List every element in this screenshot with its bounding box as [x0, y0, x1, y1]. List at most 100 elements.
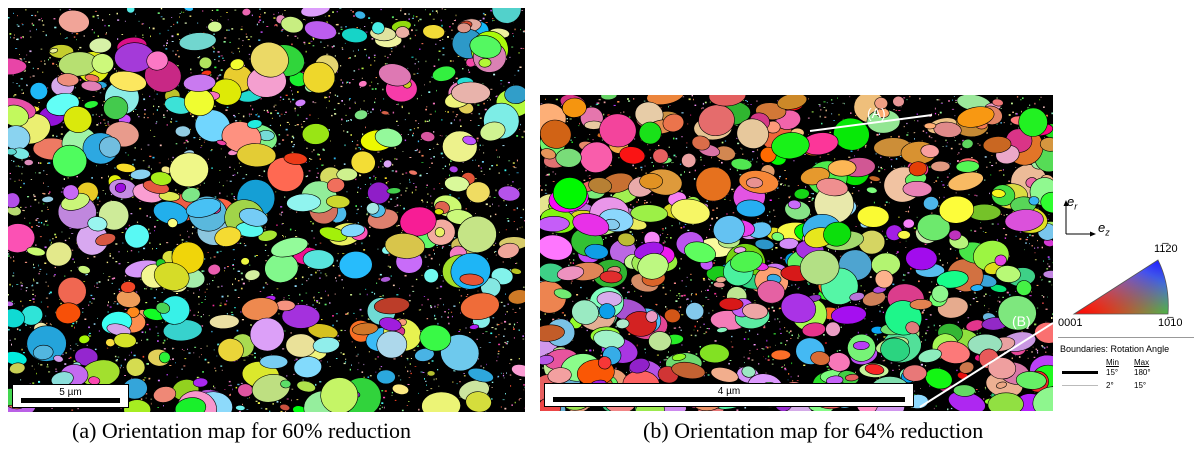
speckle: [596, 104, 597, 105]
speckle: [131, 213, 133, 214]
speckle: [486, 203, 488, 205]
speckle: [325, 16, 326, 17]
speckle: [27, 196, 29, 197]
speckle: [48, 162, 50, 164]
speckle: [451, 30, 453, 31]
speckle: [351, 365, 352, 366]
speckle: [79, 97, 81, 98]
speckle: [36, 225, 38, 226]
speckle: [711, 282, 713, 284]
speckle: [463, 373, 464, 374]
speckle: [224, 389, 225, 390]
speckle: [42, 72, 43, 73]
speckle: [8, 294, 9, 296]
speckle: [60, 9, 61, 10]
speckle: [400, 379, 401, 380]
speckle: [181, 369, 183, 370]
speckle: [214, 59, 215, 60]
speckle: [427, 318, 429, 319]
speckle: [438, 59, 439, 61]
speckle: [587, 330, 588, 331]
speckle: [925, 333, 927, 335]
speckle: [108, 301, 109, 303]
speckle: [285, 411, 286, 412]
speckle: [405, 119, 406, 120]
speckle: [403, 151, 404, 152]
speckle: [13, 95, 14, 96]
speckle: [411, 358, 412, 359]
speckle: [412, 18, 414, 19]
speckle: [142, 331, 144, 333]
speckle: [786, 178, 788, 179]
speckle: [272, 118, 273, 119]
speckle: [824, 117, 826, 118]
speckle: [374, 57, 375, 58]
speckle: [437, 143, 438, 145]
speckle: [409, 182, 411, 183]
speckle: [306, 118, 308, 119]
speckle: [456, 78, 458, 80]
speckle: [515, 29, 516, 31]
speckle: [362, 133, 363, 135]
speckle: [206, 289, 207, 290]
scale-bar-a: 5 µm: [12, 384, 129, 408]
speckle: [156, 123, 157, 124]
speckle: [513, 162, 515, 164]
speckle: [357, 144, 359, 145]
speckle: [311, 41, 313, 42]
speckle: [69, 9, 71, 10]
speckle: [149, 329, 150, 331]
speckle: [14, 94, 16, 95]
speckle: [48, 285, 49, 287]
speckle: [29, 222, 30, 224]
speckle: [403, 208, 405, 210]
speckle: [371, 82, 372, 83]
speckle: [571, 282, 572, 284]
speckle: [277, 289, 279, 290]
speckle: [226, 29, 227, 31]
speckle: [589, 175, 590, 176]
speckle: [403, 313, 404, 314]
speckle: [41, 211, 43, 212]
speckle: [460, 121, 461, 122]
speckle: [828, 249, 829, 251]
speckle: [472, 160, 473, 161]
speckle: [502, 145, 504, 146]
speckle: [146, 363, 148, 365]
speckle: [434, 65, 436, 67]
speckle: [501, 407, 502, 408]
speckle: [123, 367, 124, 368]
speckle: [239, 51, 240, 53]
speckle: [343, 287, 344, 288]
speckle: [289, 124, 290, 125]
speckle: [163, 405, 164, 406]
speckle: [483, 13, 485, 15]
speckle: [988, 311, 989, 312]
speckle: [135, 14, 136, 15]
speckle: [514, 337, 515, 338]
speckle: [165, 48, 167, 49]
speckle: [34, 199, 36, 201]
speckle: [380, 110, 381, 112]
speckle: [16, 166, 17, 167]
speckle: [303, 19, 304, 20]
speckle: [154, 297, 156, 299]
speckle: [368, 17, 370, 19]
speckle: [267, 110, 269, 112]
speckle: [341, 29, 343, 30]
speckle: [522, 335, 524, 337]
speckle: [427, 202, 428, 203]
speckle: [125, 359, 126, 361]
speckle: [409, 295, 410, 297]
speckle: [282, 14, 283, 15]
speckle: [221, 286, 222, 287]
speckle: [510, 385, 511, 387]
speckle: [23, 92, 24, 94]
speckle: [38, 265, 39, 267]
speckle: [415, 150, 417, 151]
speckle: [375, 372, 376, 373]
speckle: [293, 137, 294, 139]
speckle: [71, 270, 72, 271]
speckle: [936, 406, 937, 407]
speckle: [240, 166, 241, 167]
